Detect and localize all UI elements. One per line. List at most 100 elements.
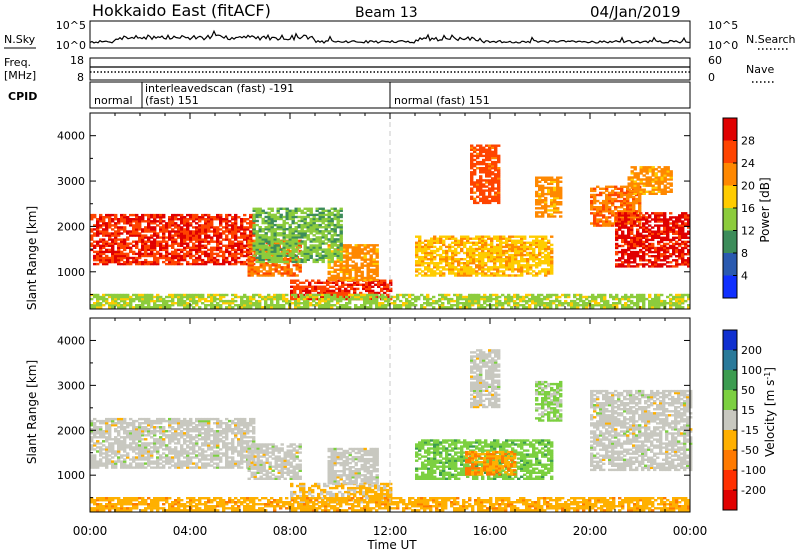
power-heatmap-cell <box>369 276 373 280</box>
power-heatmap-cell <box>96 293 100 297</box>
power-heatmap-cell <box>627 255 631 258</box>
power-heatmap-cell <box>111 234 115 237</box>
power-heatmap-cell <box>207 256 211 260</box>
power-heatmap-cell <box>393 304 397 307</box>
power-heatmap-cell <box>544 209 548 212</box>
power-heatmap-cell <box>255 234 259 237</box>
power-heatmap-cell <box>105 299 109 303</box>
power-heatmap-cell <box>550 243 554 247</box>
power-heatmap-cell <box>318 226 322 229</box>
power-heatmap-cell <box>183 299 187 303</box>
power-heatmap-cell <box>541 235 545 238</box>
power-heatmap-cell <box>234 220 238 223</box>
power-heatmap-cell <box>279 252 283 255</box>
power-heatmap-cell <box>141 254 145 258</box>
power-heatmap-cell <box>481 270 485 273</box>
power-heatmap-cell <box>485 173 489 176</box>
power-heatmap-cell <box>547 253 551 257</box>
power-heatmap-cell <box>348 270 352 274</box>
power-heatmap-cell <box>195 246 199 249</box>
power-heatmap-cell <box>201 244 205 247</box>
power-heatmap-cell <box>336 302 340 305</box>
power-heatmap-cell <box>183 258 187 262</box>
cpid-segment-normal: normal <box>94 94 133 107</box>
power-heatmap-cell <box>219 224 223 227</box>
power-heatmap-cell <box>372 276 376 280</box>
power-heatmap-cell <box>318 258 322 261</box>
power-heatmap-cell <box>484 268 488 271</box>
power-heatmap-cell <box>264 254 268 257</box>
power-heatmap-cell <box>150 254 154 258</box>
power-heatmap-cell <box>537 299 541 303</box>
power-heatmap-cell <box>234 244 238 247</box>
power-heatmap-cell <box>621 218 625 221</box>
power-heatmap-cell <box>300 234 304 237</box>
power-heatmap-cell <box>323 281 327 284</box>
power-heatmap-cell <box>268 243 272 247</box>
power-heatmap-cell <box>678 257 682 260</box>
power-heatmap-cell <box>204 304 208 307</box>
power-heatmap-cell <box>479 160 483 164</box>
power-heatmap-cell <box>186 234 190 237</box>
power-heatmap-cell <box>369 250 373 253</box>
power-heatmap-cell <box>255 299 259 303</box>
power-heatmap-cell <box>252 213 256 217</box>
power-heatmap-cell <box>477 293 481 297</box>
power-heatmap-cell <box>117 248 121 252</box>
power-heatmap-cell <box>153 232 157 235</box>
power-heatmap-cell <box>180 293 184 297</box>
power-heatmap-cell <box>293 291 297 295</box>
power-heatmap-cell <box>360 252 364 255</box>
power-heatmap-cell <box>246 236 250 239</box>
power-heatmap-cell <box>369 299 373 303</box>
power-heatmap-cell <box>475 247 479 251</box>
power-heatmap-cell <box>117 254 121 258</box>
power-heatmap-cell <box>485 189 489 192</box>
power-heatmap-cell <box>168 262 172 266</box>
power-heatmap-cell <box>621 220 625 223</box>
power-heatmap-cell <box>138 226 142 229</box>
power-heatmap-cell <box>108 226 112 229</box>
power-heatmap-cell <box>654 263 658 266</box>
power-heatmap-cell <box>117 258 121 262</box>
power-heatmap-cell <box>547 176 551 179</box>
power-heatmap-cell <box>336 223 340 227</box>
power-heatmap-cell <box>501 293 505 297</box>
power-heatmap-cell <box>488 199 492 203</box>
power-heatmap-cell <box>451 268 455 271</box>
power-heatmap-cell <box>365 283 369 286</box>
power-heatmap-cell <box>473 201 477 205</box>
power-heatmap-cell <box>336 276 340 280</box>
power-heatmap-cell <box>494 197 498 200</box>
power-heatmap-cell <box>360 297 364 301</box>
power-heatmap-cell <box>491 144 495 147</box>
power-heatmap-cell <box>198 262 202 266</box>
power-heatmap-cell <box>177 248 181 252</box>
power-heatmap-cell <box>553 205 557 208</box>
power-heatmap-cell <box>648 220 652 223</box>
power-heatmap-cell <box>201 238 205 241</box>
power-heatmap-cell <box>177 218 181 221</box>
power-heatmap-cell <box>546 295 550 299</box>
power-heatmap-cell <box>672 259 676 262</box>
power-heatmap-cell <box>351 297 355 301</box>
power-heatmap-cell <box>225 302 229 305</box>
power-heatmap-cell <box>389 287 393 291</box>
power-heatmap-cell <box>348 268 352 271</box>
power-heatmap-cell <box>473 164 477 168</box>
power-heatmap-cell <box>508 243 512 247</box>
power-heatmap-cell <box>108 293 112 297</box>
power-heatmap-cell <box>472 262 476 265</box>
power-heatmap-cell <box>504 302 508 305</box>
power-heatmap-cell <box>638 206 642 209</box>
power-heatmap-cell <box>408 306 412 309</box>
power-heatmap-cell <box>375 252 379 255</box>
power-heatmap-cell <box>538 196 542 200</box>
power-heatmap-cell <box>497 201 501 205</box>
power-heatmap-cell <box>525 302 529 305</box>
power-heatmap-cell <box>511 270 515 273</box>
power-heatmap-cell <box>270 304 274 307</box>
power-heatmap-cell <box>424 255 428 259</box>
power-heatmap-cell <box>654 178 658 181</box>
power-heatmap-cell <box>544 196 548 200</box>
